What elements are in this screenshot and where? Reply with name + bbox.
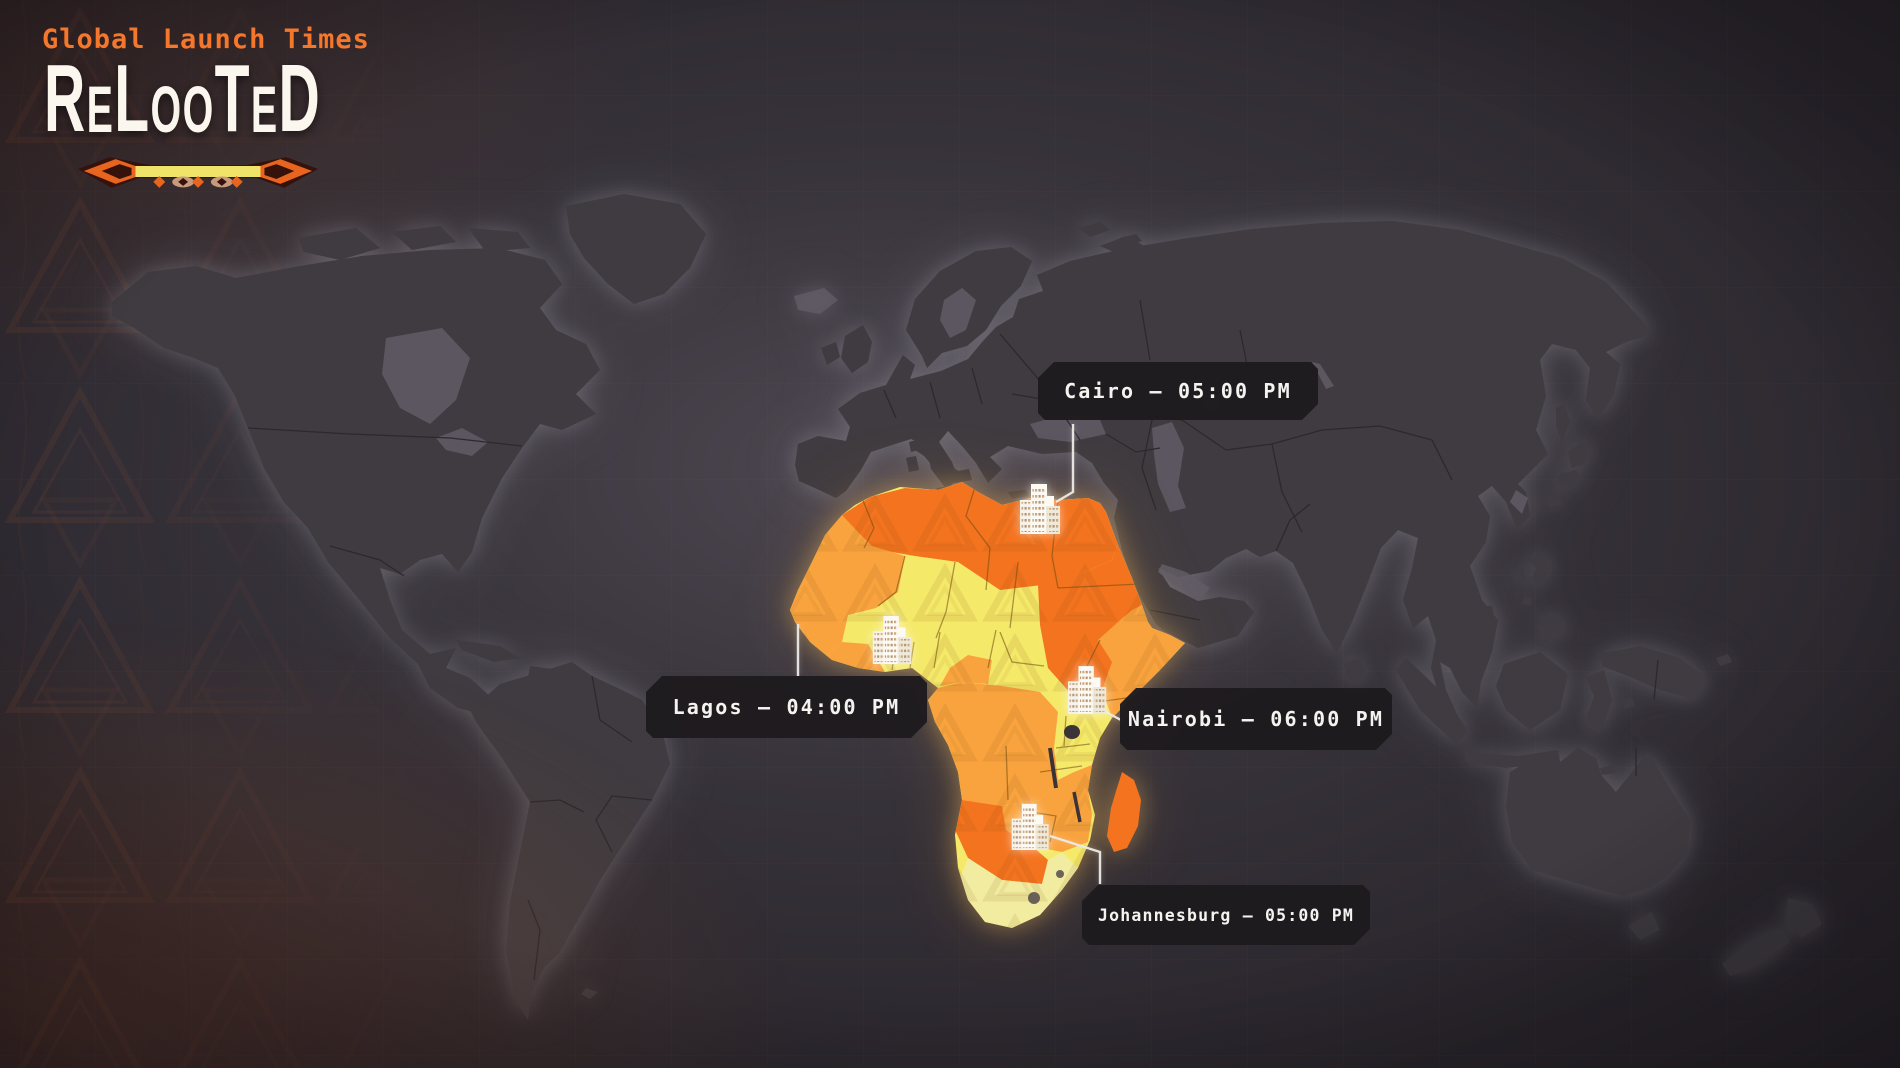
callout-cairo: Cairo – 05:00 PM: [1038, 362, 1318, 420]
callout-lagos-label: Lagos – 04:00 PM: [672, 695, 901, 719]
logo-ribbon-decoration: [77, 157, 319, 188]
callout-johannesburg-label: Johannesburg – 05:00 PM: [1097, 905, 1355, 925]
callout-lagos: Lagos – 04:00 PM: [646, 676, 927, 738]
callout-nairobi: Nairobi – 06:00 PM: [1120, 688, 1392, 750]
callout-cairo-label: Cairo – 05:00 PM: [1064, 379, 1292, 403]
callout-nairobi-label: Nairobi – 06:00 PM: [1127, 707, 1385, 731]
callout-johannesburg: Johannesburg – 05:00 PM: [1082, 885, 1370, 945]
page-title: Global Launch Times: [42, 24, 370, 55]
